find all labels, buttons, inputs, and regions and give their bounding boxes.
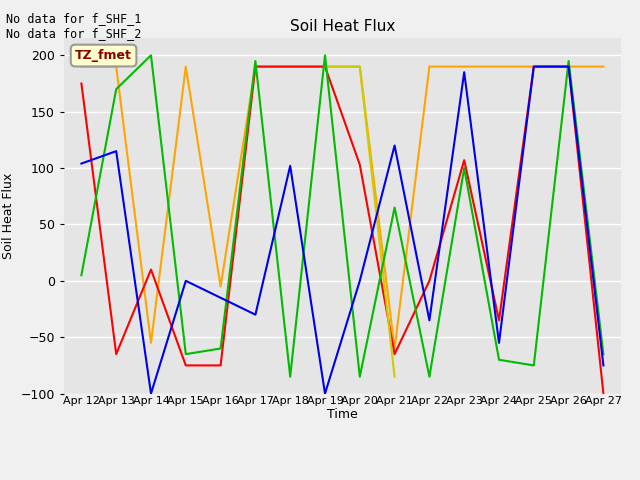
Text: No data for f_SHF_1
No data for f_SHF_2: No data for f_SHF_1 No data for f_SHF_2	[6, 12, 142, 40]
Title: Soil Heat Flux: Soil Heat Flux	[290, 20, 395, 35]
X-axis label: Time: Time	[327, 408, 358, 421]
Text: TZ_fmet: TZ_fmet	[75, 49, 132, 62]
Legend: SHF1, SHF2, SHF3, SHF4, SHF5: SHF1, SHF2, SHF3, SHF4, SHF5	[124, 478, 561, 480]
Y-axis label: Soil Heat Flux: Soil Heat Flux	[2, 173, 15, 259]
